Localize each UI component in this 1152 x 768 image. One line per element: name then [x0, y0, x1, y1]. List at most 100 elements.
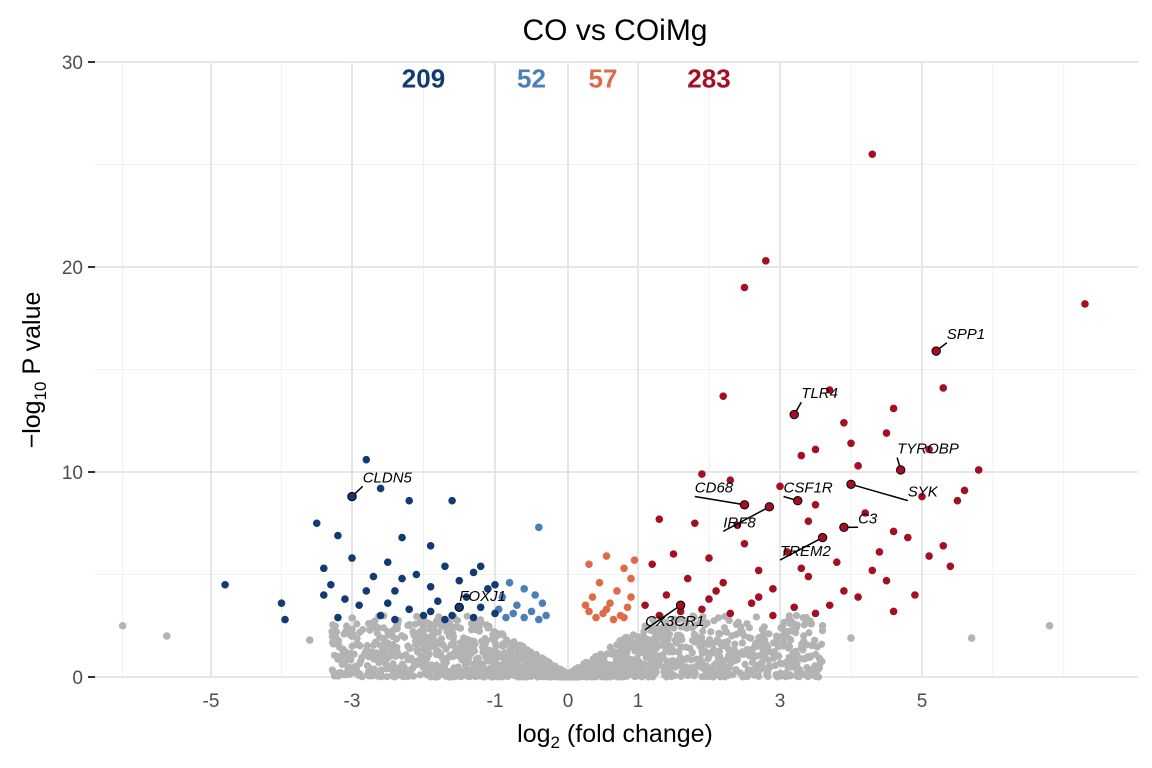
ns-point: [414, 648, 422, 656]
ns-point: [752, 613, 761, 621]
data-point: [762, 640, 770, 648]
ns-point: [636, 658, 644, 667]
ns-point: [690, 613, 698, 621]
ns-point: [350, 650, 358, 658]
data-point: [469, 613, 478, 622]
data-point: [538, 599, 547, 607]
data-point: [502, 613, 510, 622]
data-point: [320, 591, 328, 599]
ns-point: [757, 651, 765, 659]
data-point: [398, 533, 406, 542]
ns-point: [358, 653, 366, 662]
gene-label-text: TYROBP: [897, 441, 959, 458]
ns-point: [449, 629, 457, 638]
data-point: [469, 568, 478, 577]
ns-point: [405, 621, 414, 629]
x-tick-label: 0: [563, 691, 574, 712]
data-point: [448, 496, 456, 505]
data-point: [783, 548, 791, 556]
data-point: [939, 542, 948, 550]
ns-point: [374, 670, 382, 679]
data-point: [925, 552, 933, 560]
data-point: [904, 533, 912, 542]
ns-point: [537, 659, 545, 667]
ns-point: [550, 668, 559, 676]
data-point: [602, 605, 611, 614]
ns-point: [657, 651, 665, 659]
ns-point: [696, 618, 704, 627]
data-point: [441, 562, 449, 571]
gene-label-text: SYK: [908, 484, 939, 501]
ns-point: [707, 666, 716, 674]
ns-point: [634, 645, 642, 653]
y-tick-label: 0: [72, 668, 83, 689]
data-point: [754, 566, 763, 575]
data-point: [620, 613, 628, 622]
x-axis-title: log2 (fold change): [517, 720, 713, 752]
ns-point: [328, 666, 336, 674]
ns-point: [356, 670, 364, 678]
data-point: [588, 593, 597, 601]
data-point: [613, 587, 621, 595]
gene-label-text: CSF1R: [784, 480, 833, 497]
data-point: [811, 609, 820, 618]
ns-point: [368, 672, 376, 680]
ns-point: [817, 640, 826, 648]
data-point: [861, 509, 869, 517]
data-point: [355, 601, 363, 610]
ns-point: [722, 628, 731, 636]
ns-point: [613, 661, 621, 669]
ns-point: [756, 666, 764, 674]
data-point: [476, 603, 485, 612]
ns-point: [439, 641, 447, 649]
ns-point: [800, 632, 808, 640]
ns-point: [484, 624, 492, 632]
ns-point: [366, 651, 375, 659]
gene-labels: SPP1 TLR4 TYROBP CD68 CSF1R SYK IRF8 C3 TREM2 CLD…: [347, 326, 985, 631]
ns-point: [523, 646, 531, 654]
data-point: [362, 587, 371, 595]
ns-point: [769, 654, 778, 663]
ns-point: [674, 648, 682, 656]
data-point: [911, 591, 919, 599]
ns-point: [664, 624, 672, 632]
ns-point: [792, 612, 801, 620]
ns-point: [683, 654, 692, 662]
ns-point: [671, 636, 679, 644]
ns-point: [463, 612, 471, 620]
ns-point: [562, 673, 571, 681]
data-point: [939, 384, 948, 392]
ns-point: [407, 666, 415, 674]
ns-point: [463, 653, 472, 661]
data-point: [609, 615, 618, 624]
ns-point: [384, 639, 392, 647]
ns-point: [466, 637, 474, 645]
ns-point: [409, 672, 418, 680]
ns-point: [475, 627, 484, 635]
data-point: [376, 611, 385, 620]
count-label: 57: [589, 63, 618, 93]
ns-point: [740, 632, 748, 640]
chart-title: CO vs COiMg: [522, 14, 707, 47]
ns-point: [468, 645, 476, 653]
ns-point: [416, 618, 424, 626]
ns-point: [485, 649, 494, 657]
ns-point: [660, 634, 668, 643]
data-point: [868, 150, 877, 159]
ns-point: [812, 672, 820, 681]
ns-point: [387, 629, 395, 637]
data-point: [648, 560, 656, 569]
ns-point: [490, 627, 498, 636]
data-point: [797, 451, 806, 460]
data-point: [592, 613, 600, 622]
data-point: [804, 572, 813, 581]
ns-point: [688, 664, 696, 672]
data-point: [412, 570, 421, 579]
ns-point: [801, 670, 809, 678]
ns-point: [666, 669, 675, 677]
ns-point: [758, 658, 766, 666]
ns-point: [347, 656, 355, 664]
data-point: [889, 404, 898, 413]
ns-point: [416, 671, 424, 679]
ns-point: [527, 672, 535, 680]
